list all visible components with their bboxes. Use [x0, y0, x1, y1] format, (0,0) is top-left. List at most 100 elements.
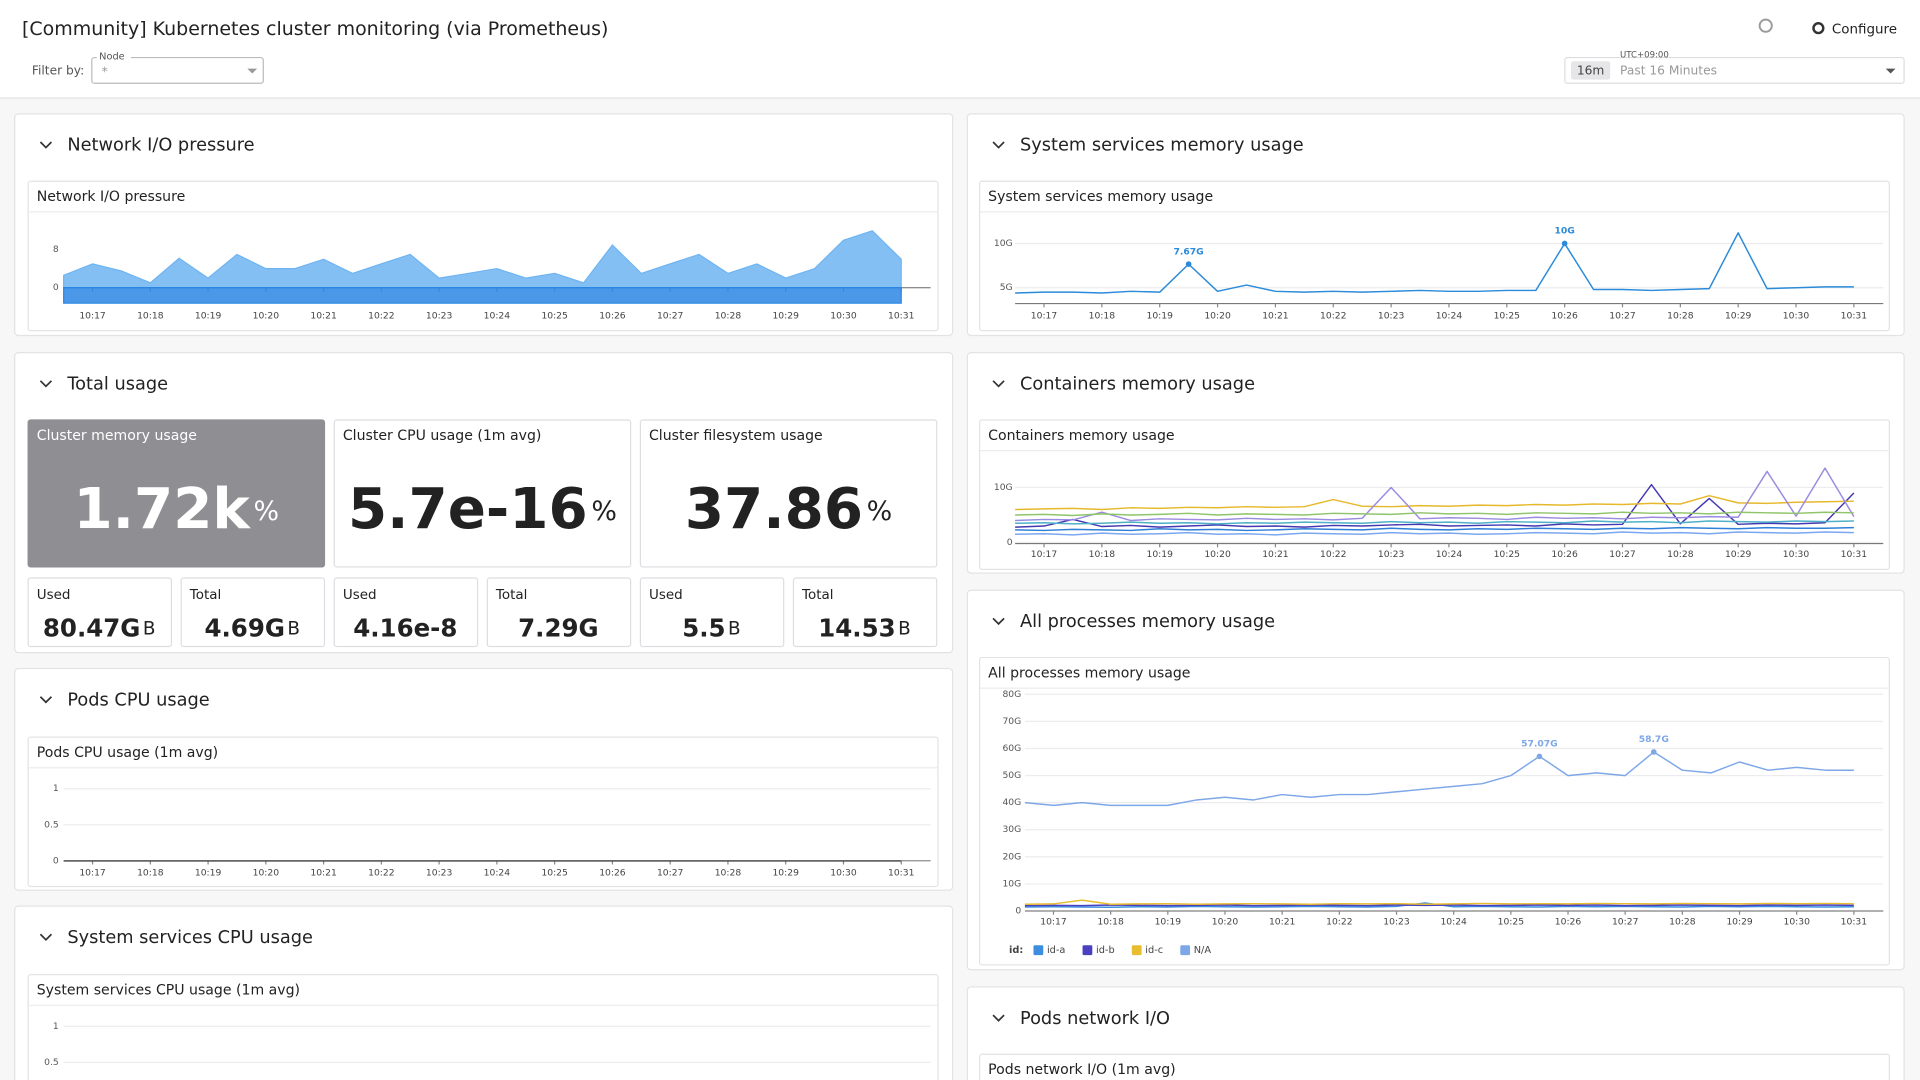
widget-title: Pods CPU usage (1m avg)	[37, 745, 218, 761]
y-tick-label: 1	[53, 1021, 59, 1032]
widget-panel	[978, 656, 1890, 966]
series-line	[1024, 751, 1854, 807]
x-tick-label: 10:31	[1841, 917, 1867, 928]
sub-stat-number: 7.29G	[518, 613, 598, 642]
x-tick-label: 10:20	[1204, 549, 1231, 560]
x-tick-label: 10:27	[1609, 549, 1636, 560]
data-label: 57.07G	[1521, 739, 1558, 750]
y-tick-label: 5G	[1000, 282, 1013, 293]
dashboard-title: [Community] Kubernetes cluster monitorin…	[22, 18, 608, 40]
configure-label: Configure	[1832, 22, 1897, 37]
caret	[247, 68, 258, 74]
x-tick-label: 10:27	[657, 310, 684, 321]
x-tick-label: 10:24	[1440, 917, 1467, 928]
time-picker[interactable]: UTC+09:00 16m Past 16 Minutes	[1564, 51, 1905, 84]
x-tick-label: 10:27	[1609, 310, 1636, 321]
x-tick-label: 10:22	[1320, 310, 1346, 321]
x-tick-label: 10:21	[1262, 549, 1288, 560]
y-tick-label: 80G	[1002, 689, 1021, 700]
node-filter[interactable]: Node *	[91, 51, 264, 84]
configure-button[interactable]: Configure	[1812, 22, 1897, 37]
x-tick-label: 10:25	[541, 310, 568, 321]
x-tick-label: 10:29	[1725, 310, 1752, 321]
x-tick-label: 10:21	[1262, 310, 1288, 321]
timezone: UTC+09:00	[1620, 51, 1669, 61]
x-tick-label: 10:23	[1383, 917, 1410, 928]
x-tick-label: 10:31	[1841, 549, 1867, 560]
x-tick-label: 10:28	[1667, 310, 1694, 321]
x-tick-label: 10:26	[599, 310, 626, 321]
x-tick-label: 10:23	[426, 868, 453, 879]
sub-stat-value: 80.47G B	[43, 613, 156, 642]
x-tick-label: 10:28	[715, 868, 742, 879]
sub-stat-number: 4.16e-8	[353, 613, 457, 642]
collapse-chevron	[992, 141, 1005, 149]
x-tick-label: 10:25	[1498, 917, 1525, 928]
x-tick-label: 10:24	[484, 868, 511, 879]
point-marker	[1561, 240, 1568, 247]
data-label: 7.67G	[1174, 246, 1204, 257]
data-label: 58.7G	[1639, 734, 1669, 745]
area	[63, 286, 902, 304]
collapse-chevron	[39, 696, 53, 704]
x-tick-label: 10:17	[79, 868, 106, 879]
x-tick-label: 10:20	[253, 868, 280, 879]
y-tick-label: 10G	[994, 238, 1013, 249]
group-title: System services memory usage	[1020, 136, 1304, 156]
x-tick-label: 10:24	[1436, 549, 1463, 560]
x-tick-label: 10:17	[1040, 917, 1067, 928]
widget-panel	[27, 736, 939, 888]
legend-swatch	[1033, 945, 1044, 956]
gear-icon	[1812, 22, 1825, 35]
x-tick-label: 10:28	[1667, 549, 1694, 560]
group-header[interactable]: Pods CPU usage	[39, 690, 210, 710]
series-line	[1015, 467, 1855, 522]
x-tick-label: 10:23	[426, 310, 453, 321]
widget-panel	[978, 180, 1890, 332]
group-header[interactable]: Pods network I/O	[992, 1009, 1170, 1029]
x-tick-label: 10:23	[1378, 549, 1405, 560]
x-tick-label: 10:18	[1089, 549, 1116, 560]
y-tick-label: 40G	[1002, 797, 1021, 808]
collapse-chevron	[39, 141, 53, 149]
group-header[interactable]: All processes memory usage	[992, 612, 1275, 632]
stat-title: Cluster memory usage	[37, 428, 197, 444]
sub-stat-value: 5.5 B	[682, 613, 740, 642]
group-title: Network I/O pressure	[67, 136, 254, 156]
group-header[interactable]: System services CPU usage	[39, 928, 313, 948]
stat-number: 37.86	[685, 476, 863, 541]
group-title: Pods network I/O	[1020, 1009, 1170, 1029]
sub-stat-unit: B	[898, 618, 911, 639]
x-tick-label: 10:18	[1089, 310, 1116, 321]
sub-stat-card	[639, 577, 785, 648]
stat-card	[639, 419, 938, 568]
legend-label: id-b	[1096, 945, 1115, 956]
widget-title: Pods network I/O (1m avg)	[988, 1062, 1175, 1078]
legend-label: id-c	[1145, 945, 1163, 956]
sub-stat-card	[180, 577, 326, 648]
widget-title: System services CPU usage (1m avg)	[37, 983, 300, 999]
legend-swatch	[1180, 945, 1191, 956]
sub-stat-unit: B	[728, 618, 741, 639]
sub-stat-value: 7.29G	[518, 613, 598, 642]
x-tick-label: 10:21	[1269, 917, 1295, 928]
x-tick-label: 10:19	[1146, 549, 1173, 560]
x-tick-label: 10:19	[1146, 310, 1173, 321]
y-tick-label: 0	[1015, 906, 1021, 917]
group-header[interactable]: Network I/O pressure	[39, 136, 255, 156]
widget-title: Network I/O pressure	[37, 189, 186, 205]
x-tick-label: 10:19	[195, 868, 222, 879]
point-marker	[1185, 261, 1192, 267]
group-header[interactable]: Containers memory usage	[992, 374, 1255, 394]
widget-panel	[978, 1053, 1890, 1080]
group-header[interactable]: Total usage	[39, 374, 168, 394]
x-tick-label: 10:31	[1841, 310, 1867, 321]
x-tick-label: 10:26	[599, 868, 626, 879]
settings-icon[interactable]	[1758, 18, 1773, 33]
x-tick-label: 10:22	[1320, 549, 1346, 560]
x-tick-label: 10:29	[772, 868, 799, 879]
x-tick-label: 10:20	[1212, 917, 1239, 928]
group-header[interactable]: System services memory usage	[992, 136, 1304, 156]
